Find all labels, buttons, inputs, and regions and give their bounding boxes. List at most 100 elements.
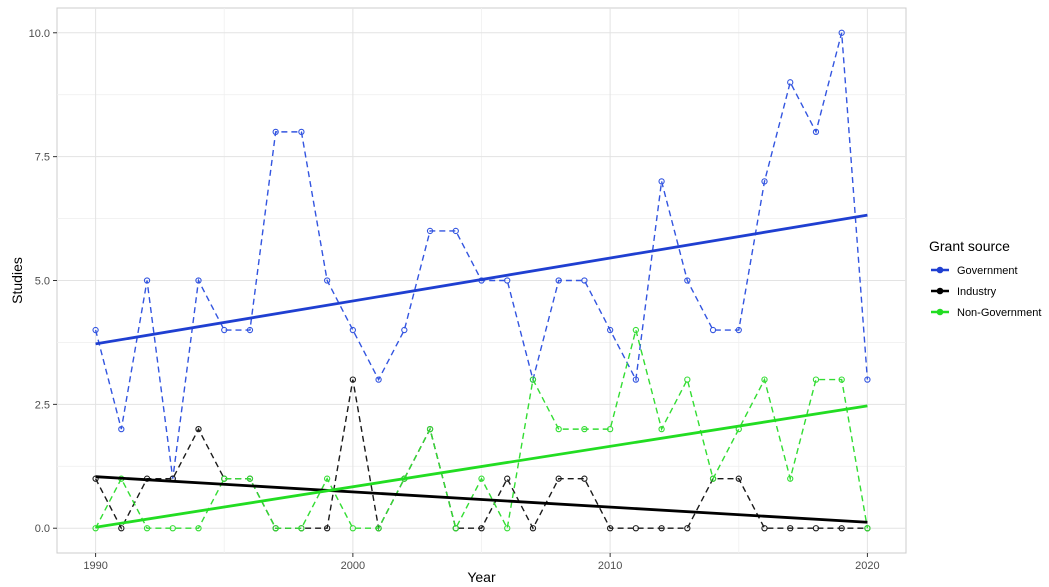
industry-point (92, 475, 99, 482)
y-tick-label: 5.0 (35, 276, 50, 288)
government-point (709, 326, 717, 334)
non-government-point (426, 425, 434, 433)
non-government-point (606, 425, 614, 433)
non-government-point (581, 425, 588, 433)
non-government-point (478, 475, 485, 482)
government-point (246, 326, 254, 334)
non-government-point (838, 376, 845, 383)
non-government-point (812, 376, 820, 383)
government-legend-key-point (936, 266, 944, 274)
industry-legend-label: Industry (957, 286, 997, 298)
non-government-point (143, 525, 151, 532)
non-government-point (323, 475, 331, 482)
industry-point (195, 425, 202, 433)
industry-point (658, 525, 665, 532)
non-government-point (195, 525, 202, 532)
industry-point (504, 475, 511, 482)
non-government-point (221, 475, 228, 482)
industry-point (735, 475, 742, 482)
industry-point (684, 525, 691, 532)
non-government-point (504, 525, 511, 532)
industry-point (838, 525, 845, 532)
non-government-legend-label: Non-Government (957, 307, 1041, 319)
non-government-point (555, 425, 562, 433)
government-point (272, 128, 279, 136)
non-government-point (709, 475, 717, 482)
government-point (195, 277, 202, 284)
non-government-point (452, 525, 459, 532)
government-point (375, 376, 382, 383)
x-tick-label: 2020 (855, 560, 879, 572)
government-point (555, 277, 562, 284)
government-trend-line (95, 213, 868, 346)
non-government-point (529, 376, 537, 383)
non-government-point (169, 525, 176, 532)
non-government-point (272, 525, 279, 532)
government-point (761, 178, 768, 185)
government-point (426, 227, 434, 235)
x-axis-title: Year (467, 569, 496, 585)
non-government-point (632, 326, 640, 334)
industry-series-line (94, 379, 868, 531)
government-point (787, 79, 794, 86)
government-point (684, 277, 691, 284)
industry-point (478, 525, 485, 532)
x-tick-label: 2010 (598, 560, 622, 572)
non-government-point (658, 425, 665, 433)
government-point (298, 128, 305, 136)
non-government-point (375, 525, 382, 532)
x-tick-label: 1990 (83, 560, 107, 572)
government-point (504, 277, 511, 284)
government-point (452, 227, 459, 235)
industry-point (606, 525, 614, 532)
non-government-trend-line (95, 404, 868, 529)
government-point (118, 425, 125, 433)
industry-trend-line (95, 475, 868, 524)
government-point (92, 326, 99, 334)
industry-point (555, 475, 562, 482)
industry-point (812, 525, 820, 532)
government-point (606, 326, 614, 334)
non-government-point (761, 376, 768, 383)
y-tick-label: 10.0 (29, 28, 50, 40)
industry-point (323, 525, 331, 532)
industry-point (349, 376, 357, 383)
government-point (349, 326, 357, 334)
industry-point (529, 525, 537, 532)
government-point (632, 376, 640, 383)
non-government-point (349, 525, 357, 532)
legend: Grant source Government Industry Non-Govern… (929, 238, 1041, 319)
government-point (658, 178, 665, 185)
legend-title: Grant source (929, 238, 1010, 254)
government-point (812, 128, 820, 136)
industry-point (761, 525, 768, 532)
government-point (735, 326, 742, 334)
non-government-series-line (94, 327, 869, 531)
non-government-point (246, 475, 254, 482)
government-point (401, 326, 408, 334)
x-tick-label: 2000 (341, 560, 365, 572)
non-government-legend-key-point (936, 308, 944, 316)
government-point (838, 29, 845, 36)
government-point (864, 376, 871, 383)
government-legend-label: Government (957, 265, 1018, 277)
non-government-point (298, 525, 305, 532)
non-government-point (864, 525, 871, 532)
government-point (221, 326, 228, 334)
industry-point (632, 525, 640, 532)
government-point (323, 277, 331, 284)
industry-point (787, 525, 794, 532)
industry-point (581, 475, 588, 482)
axes: 0.0 2.5 5.0 7.5 10.0 1990 2000 2010 2020 Year Stud… (9, 28, 880, 585)
government-point (581, 277, 588, 284)
non-government-point (684, 376, 691, 383)
industry-point (118, 525, 125, 532)
y-tick-label: 7.5 (35, 152, 50, 164)
non-government-point (787, 475, 794, 482)
government-point (143, 277, 151, 284)
grid-lines (56, 7, 907, 554)
data-layer (92, 29, 871, 532)
industry-legend-key-point (936, 287, 944, 295)
y-tick-label: 0.0 (35, 523, 50, 535)
